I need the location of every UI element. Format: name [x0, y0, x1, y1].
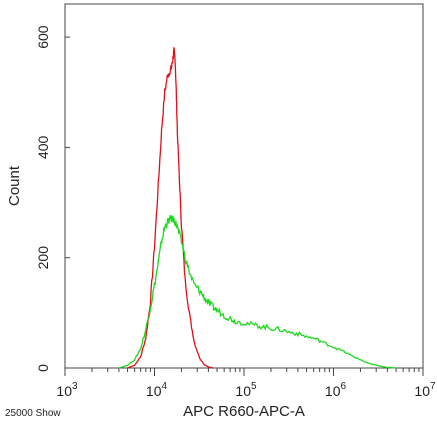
y-tick-label: 600 [35, 25, 51, 49]
x-tick-base: 10 [235, 383, 251, 399]
y-axis-label: Count [6, 165, 23, 206]
x-tick-label: 104 [146, 381, 168, 399]
series-line-2 [118, 215, 397, 369]
x-tick-exponent: 4 [162, 381, 168, 392]
y-axis-ticks: 0 200 400 600 [35, 25, 70, 372]
y-tick-label: 0 [35, 364, 51, 372]
corner-label: 25000 Show [5, 408, 61, 419]
x-tick-label: 106 [325, 381, 347, 399]
y-tick-label: 200 [35, 246, 51, 270]
x-axis-ticks: 103 104 105 106 107 [56, 368, 436, 399]
x-tick-label: 103 [56, 381, 78, 399]
x-tick-exponent: 5 [251, 381, 257, 392]
x-tick-exponent: 6 [341, 381, 347, 392]
series-layer [118, 47, 397, 369]
series-line-1 [127, 47, 214, 369]
x-tick-base: 10 [146, 383, 162, 399]
x-tick-exponent: 3 [72, 381, 78, 392]
y-tick-label: 400 [35, 136, 51, 160]
x-tick-base: 10 [56, 383, 72, 399]
x-tick-base: 10 [325, 383, 341, 399]
x-tick-label: 107 [414, 381, 436, 399]
plot-frame [64, 3, 424, 369]
x-tick-base: 10 [414, 383, 430, 399]
x-tick-label: 105 [235, 381, 257, 399]
x-tick-exponent: 7 [430, 381, 436, 392]
x-axis-label: APC R660-APC-A [183, 403, 305, 420]
